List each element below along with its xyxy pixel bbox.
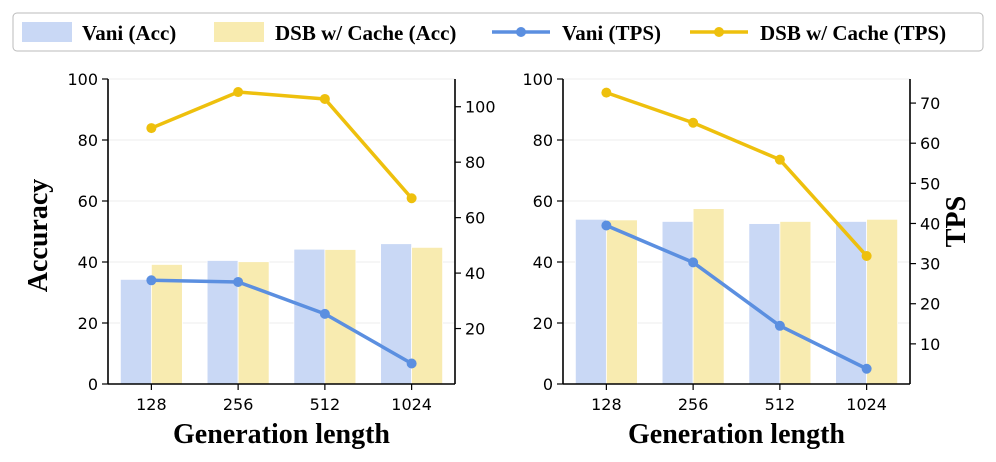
legend-marker-dsb_tps: [714, 27, 724, 37]
y-tick-label-left: 40: [78, 253, 98, 272]
legend-label-dsb_acc: DSB w/ Cache (Acc): [275, 21, 456, 45]
bar-dsb-acc-256: [237, 261, 270, 385]
line-dsb-tps: [605, 90, 868, 258]
marker-vani-tps-128: [146, 275, 157, 286]
marker-vani-tps-1024: [406, 358, 417, 369]
marker-dsb-tps-128: [601, 87, 612, 98]
bar-vani-acc-256: [206, 260, 239, 385]
y-tick-label-left: 100: [67, 70, 98, 89]
y-tick-label-left: 0: [543, 375, 553, 394]
legend-swatch-dsb_acc: [214, 22, 264, 42]
x-tick-label-128: 128: [136, 395, 167, 414]
y-tick-label-right: 50: [920, 174, 940, 193]
marker-dsb-tps-256: [688, 117, 699, 128]
y-tick-label-right: 20: [465, 320, 485, 339]
bar-dsb-acc-512: [779, 221, 812, 385]
x-axis-label: Generation length: [173, 419, 390, 450]
y-tick-label-left: 80: [78, 131, 98, 150]
y-tick-label-right: 100: [465, 98, 496, 117]
marker-dsb-tps-512: [774, 154, 785, 165]
legend-label-vani_acc: Vani (Acc): [82, 21, 176, 45]
x-axis-label: Generation length: [628, 419, 845, 450]
bar-dsb-acc-1024: [866, 218, 899, 385]
line-vani-tps: [151, 278, 413, 366]
legend-label-dsb_tps: DSB w/ Cache (TPS): [760, 21, 946, 45]
y-axis-label-left: Accuracy: [23, 179, 54, 293]
bar-vani-acc-256: [661, 221, 694, 385]
y-tick-label-right: 60: [920, 134, 940, 153]
x-tick-label-256: 256: [678, 395, 709, 414]
y-tick-label-left: 60: [78, 192, 98, 211]
bar-dsb-acc-128: [605, 219, 638, 385]
marker-dsb-tps-1024: [406, 193, 417, 204]
legend-label-vani_tps: Vani (TPS): [562, 21, 661, 45]
y-tick-label-right: 40: [920, 214, 940, 233]
x-tick-label-512: 512: [310, 395, 341, 414]
marker-dsb-tps-512: [319, 93, 330, 104]
bar-vani-acc-512: [748, 223, 781, 385]
y-tick-label-right: 60: [465, 209, 485, 228]
legend: Vani (Acc) DSB w/ Cache (Acc) Vani (TPS) DS…: [12, 12, 984, 52]
x-tick-label-512: 512: [765, 395, 796, 414]
chart-panel-1: 0 20 40 60 80 100 20 40 60 80 100 128 256 512 1024Gene…: [23, 70, 496, 450]
legend-swatch-vani_acc: [22, 22, 72, 42]
y-tick-label-left: 60: [533, 192, 553, 211]
marker-vani-tps-512: [774, 320, 785, 331]
bar-vani-acc-512: [293, 248, 326, 385]
marker-vani-tps-256: [233, 276, 244, 287]
y-axis-label-right: TPS: [941, 196, 972, 247]
marker-vani-tps-512: [319, 308, 330, 319]
marker-vani-tps-256: [688, 257, 699, 268]
marker-dsb-tps-256: [233, 87, 244, 98]
y-tick-label-right: 20: [920, 295, 940, 314]
y-tick-label-right: 10: [920, 335, 940, 354]
y-tick-label-left: 100: [522, 70, 553, 89]
chart-panel-2: 0 20 40 60 80 100 10 20 30 40 50 60 70 128 256 512 1024G…: [522, 70, 972, 450]
x-tick-label-1024: 1024: [391, 395, 432, 414]
y-tick-label-left: 0: [88, 375, 98, 394]
legend-marker-vani_tps: [516, 27, 526, 37]
y-tick-label-left: 20: [78, 314, 98, 333]
y-tick-label-right: 40: [465, 264, 485, 283]
marker-vani-tps-128: [601, 220, 612, 231]
x-tick-label-256: 256: [223, 395, 254, 414]
marker-vani-tps-1024: [861, 363, 872, 374]
y-tick-label-left: 80: [533, 131, 553, 150]
bar-dsb-acc-256: [692, 208, 725, 385]
y-tick-label-right: 30: [920, 255, 940, 274]
line-vani-tps: [605, 223, 868, 371]
line-dsb-tps: [150, 90, 413, 200]
bar-vani-acc-128: [574, 218, 607, 385]
y-tick-label-right: 80: [465, 153, 485, 172]
y-tick-label-left: 40: [533, 253, 553, 272]
y-tick-label-left: 20: [533, 314, 553, 333]
bar-dsb-acc-128: [150, 264, 183, 385]
bar-vani-acc-128: [119, 278, 152, 385]
x-tick-label-128: 128: [591, 395, 622, 414]
marker-dsb-tps-1024: [861, 250, 872, 261]
x-tick-label-1024: 1024: [846, 395, 887, 414]
marker-dsb-tps-128: [146, 123, 157, 134]
y-tick-label-right: 70: [920, 94, 940, 113]
